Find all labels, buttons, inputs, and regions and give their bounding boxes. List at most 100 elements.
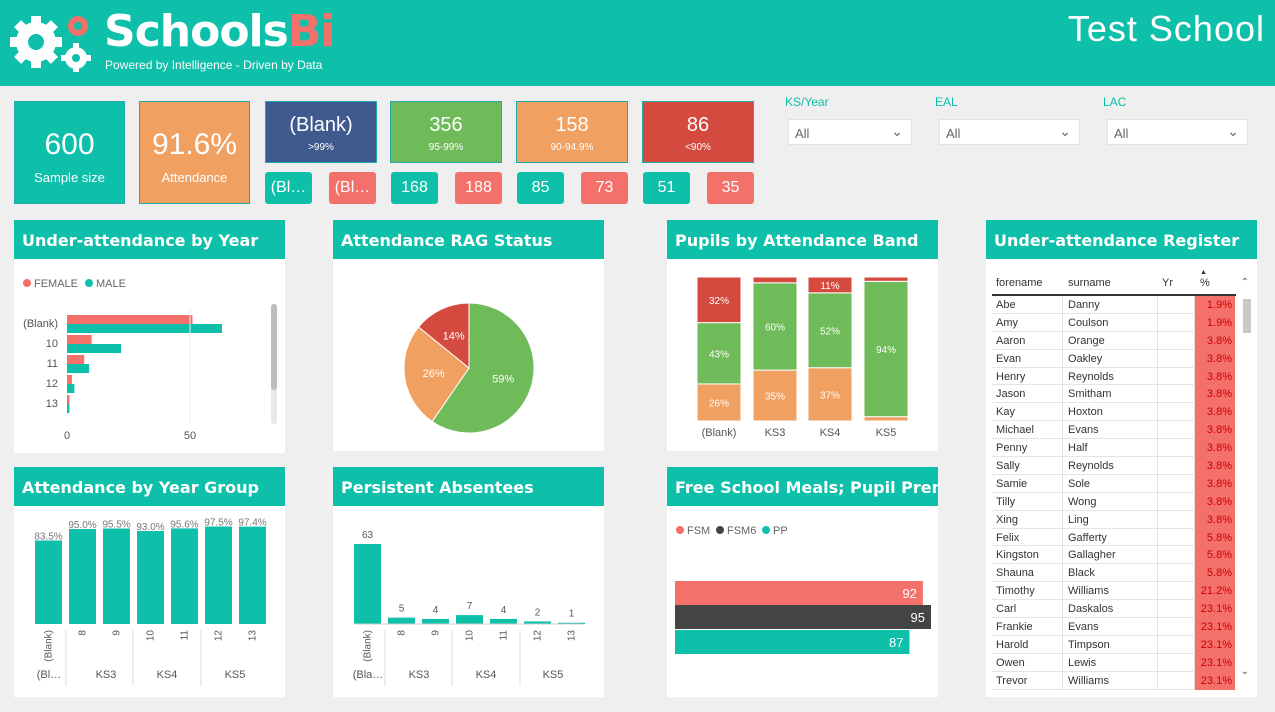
bar[interactable]	[137, 531, 164, 624]
column-divider	[1157, 296, 1158, 313]
fsm-chart[interactable]: FSM FSM6 PP 92 95 87	[667, 506, 938, 697]
column-divider	[1194, 528, 1195, 546]
bar-male[interactable]	[67, 384, 75, 393]
bar-female[interactable]	[67, 315, 193, 324]
bar[interactable]	[239, 526, 266, 624]
bar-pp[interactable]	[675, 630, 910, 654]
table-row[interactable]: Amy Coulson 1.9%	[992, 313, 1236, 332]
table-row[interactable]: Aaron Orange 3.8%	[992, 331, 1236, 350]
kpi-band-over-99[interactable]: (Blank) >99%	[265, 101, 377, 163]
persistent-chart[interactable]: 63 (Blank) 5 8 4 9 7 10 4 11 2 12 1 13 (Bla… KS3 KS4 KS5	[333, 506, 604, 697]
bar-female[interactable]	[67, 355, 85, 364]
bar[interactable]	[69, 529, 96, 624]
pie-slice-label: 14%	[443, 331, 465, 343]
scroll-up-icon[interactable]: ⌃	[1240, 277, 1249, 288]
stacked-bar-segment[interactable]	[807, 367, 853, 422]
stacked-bar-segment[interactable]	[696, 276, 742, 324]
pill-band-over-99-female[interactable]: (Bl…	[329, 172, 376, 204]
chart-scrollbar-thumb[interactable]	[271, 304, 277, 390]
pill-band-90-95-female[interactable]: 73	[581, 172, 628, 204]
bar-male[interactable]	[67, 364, 90, 373]
slicer-label-ks-year: KS/Year	[785, 95, 829, 109]
table-row[interactable]: Owen Lewis 23.1%	[992, 653, 1236, 672]
pie-slice[interactable]	[403, 326, 470, 423]
stacked-bar-segment[interactable]	[807, 276, 853, 294]
table-row[interactable]: Frankie Evans 23.1%	[992, 618, 1236, 636]
cell-pct: 23.1%	[1195, 635, 1235, 654]
kpi-band-95-99[interactable]: 356 95-99%	[390, 101, 502, 163]
stacked-bar-segment[interactable]	[863, 416, 909, 422]
slicer-ks-year[interactable]: All ⌄	[788, 119, 912, 145]
table-row[interactable]: Felix Gafferty 5.8%	[992, 528, 1236, 547]
bar-female[interactable]	[67, 395, 70, 404]
pill-band-under-90-female[interactable]: 35	[707, 172, 754, 204]
table-row[interactable]: Jason Smitham 3.8%	[992, 385, 1236, 404]
bar-female[interactable]	[67, 335, 92, 344]
stacked-bar-segment[interactable]	[752, 276, 798, 284]
bar[interactable]	[354, 544, 381, 624]
cell-pct: 3.8%	[1195, 331, 1235, 350]
bar-male[interactable]	[67, 404, 70, 413]
table-row[interactable]: Harold Timpson 23.1%	[992, 635, 1236, 654]
table-row[interactable]: Abe Danny 1.9%	[992, 296, 1236, 314]
bar[interactable]	[35, 540, 62, 625]
bar[interactable]	[171, 528, 198, 624]
pill-band-90-95-male[interactable]: 85	[517, 172, 564, 204]
bar-female[interactable]	[67, 375, 72, 384]
table-row[interactable]: Henry Reynolds 3.8%	[992, 367, 1236, 386]
table-row[interactable]: Carl Daskalos 23.1%	[992, 600, 1236, 619]
bar-fsm[interactable]	[675, 581, 923, 605]
under-attendance-chart[interactable]: FEMALE MALE (Blank) 10 11 12 13 0 50	[14, 259, 285, 453]
col-header-surname[interactable]: surname	[1068, 277, 1111, 289]
pill-band-over-99-male[interactable]: (Bl…	[265, 172, 312, 204]
year-group-chart[interactable]: 83.5% (Blank) 95.0% 8 95.5% 9 93.0% 10 95.6% 11 97…	[14, 506, 285, 697]
stacked-bar-segment[interactable]	[807, 292, 853, 369]
band-stacked-chart[interactable]: 26% 43% 32% (Blank) 35% 60% KS3 37% 52% 11% KS4 94%…	[667, 259, 938, 451]
table-row[interactable]: Samie Sole 3.8%	[992, 474, 1236, 493]
x-tick-label: KS5	[876, 427, 897, 439]
slicer-lac[interactable]: All ⌄	[1107, 119, 1248, 145]
bar-male[interactable]	[67, 324, 222, 333]
bar[interactable]	[103, 528, 130, 625]
rag-pie-chart[interactable]: 59% 26% 14%	[333, 259, 604, 451]
table-row[interactable]: Sally Reynolds 3.8%	[992, 457, 1236, 475]
col-header-yr[interactable]: Yr	[1162, 277, 1173, 289]
bar[interactable]	[388, 617, 415, 624]
bar[interactable]	[456, 615, 483, 624]
data-label: 97.4%	[238, 518, 266, 529]
table-row[interactable]: Kingston Gallagher 5.8%	[992, 546, 1236, 565]
col-header-forename[interactable]: forename	[996, 277, 1043, 289]
table-row[interactable]: Michael Evans 3.8%	[992, 421, 1236, 440]
kpi-band-90-95[interactable]: 158 90-94.9%	[516, 101, 628, 163]
stacked-bar-segment[interactable]	[863, 276, 909, 282]
col-header-pct[interactable]: %	[1200, 277, 1210, 289]
bar-fsm6[interactable]	[675, 605, 931, 629]
table-row[interactable]: Trevor Williams 23.1%	[992, 671, 1236, 690]
pie-slice[interactable]	[417, 302, 470, 370]
column-divider	[1062, 367, 1063, 385]
table-row[interactable]: Shauna Black 5.8%	[992, 564, 1236, 583]
stacked-bar-segment[interactable]	[752, 282, 798, 371]
bar-male[interactable]	[67, 344, 122, 353]
table-row[interactable]: Evan Oakley 3.8%	[992, 349, 1236, 368]
bar[interactable]	[558, 622, 585, 624]
bar[interactable]	[490, 618, 517, 624]
table-row[interactable]: Kay Hoxton 3.8%	[992, 403, 1236, 422]
bar[interactable]	[422, 618, 449, 624]
pill-band-95-99-male[interactable]: 168	[391, 172, 438, 204]
stacked-bar-segment[interactable]	[696, 322, 742, 385]
bar[interactable]	[524, 621, 551, 624]
table-row[interactable]: Timothy Williams 21.2%	[992, 582, 1236, 601]
table-row[interactable]: Penny Half 3.8%	[992, 439, 1236, 458]
table-row[interactable]: Tilly Wong 3.8%	[992, 492, 1236, 511]
bar[interactable]	[205, 526, 232, 625]
table-row[interactable]: Xing Ling 3.8%	[992, 510, 1236, 529]
scroll-down-icon[interactable]: ⌄	[1240, 666, 1249, 677]
pill-band-under-90-male[interactable]: 51	[643, 172, 690, 204]
register-scrollbar[interactable]	[1243, 299, 1251, 333]
slicer-eal[interactable]: All ⌄	[939, 119, 1080, 145]
pie-slice[interactable]	[431, 302, 535, 434]
stacked-bar-segment[interactable]	[863, 280, 909, 418]
kpi-band-under-90[interactable]: 86 <90%	[642, 101, 754, 163]
pill-band-95-99-female[interactable]: 188	[455, 172, 502, 204]
